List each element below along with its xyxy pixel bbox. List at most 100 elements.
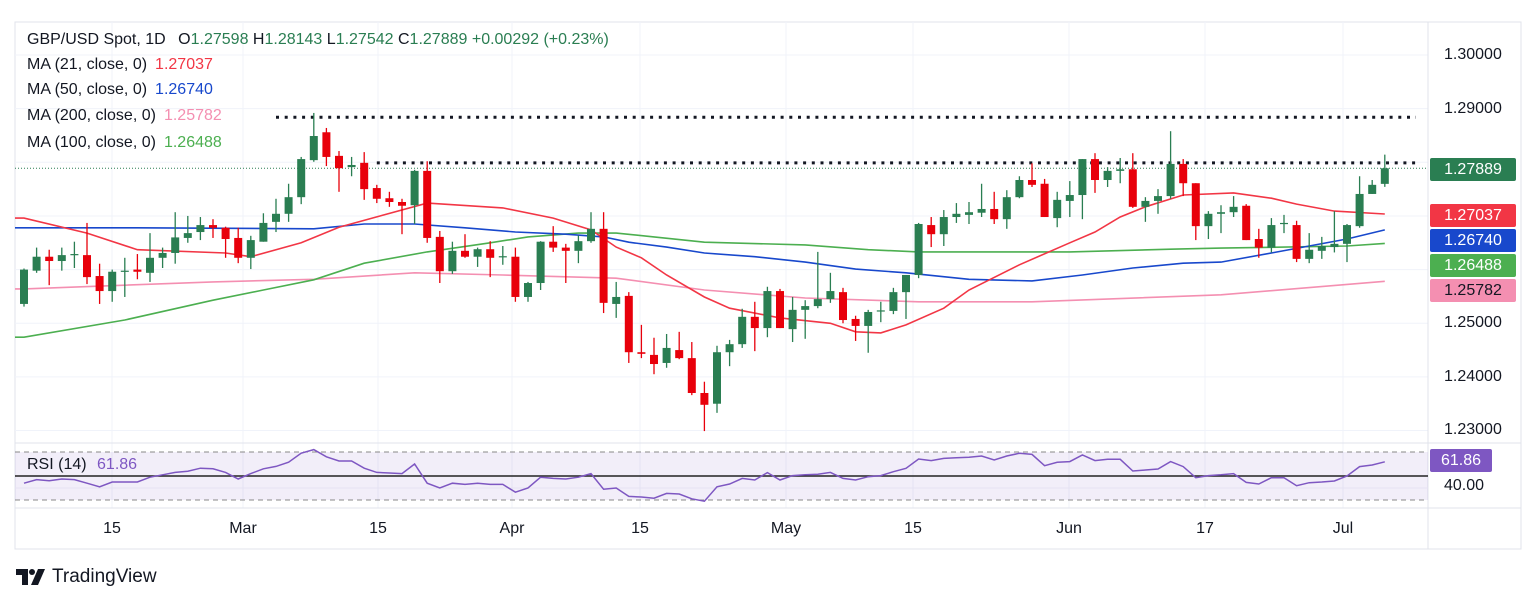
change-value: +0.00292 (+0.23%) bbox=[471, 31, 609, 48]
price-tick: 1.30000 bbox=[1444, 46, 1502, 63]
candle-body-up bbox=[1317, 245, 1326, 251]
candle-body-up bbox=[196, 225, 205, 233]
candle-body-up bbox=[448, 250, 457, 272]
candle-body-down bbox=[209, 225, 217, 228]
candle-body-up bbox=[813, 299, 822, 307]
candle-body-up bbox=[1380, 168, 1389, 184]
candle-body-up bbox=[309, 136, 318, 161]
candles bbox=[20, 112, 1389, 432]
candle-body-up bbox=[410, 170, 419, 206]
high-value: 1.28143 bbox=[264, 31, 323, 48]
ma50-legend[interactable]: MA (50, close, 0) 1.26740 bbox=[27, 80, 213, 100]
time-tick: 15 bbox=[631, 520, 649, 537]
candle-body-down bbox=[839, 292, 847, 321]
candle-body-up bbox=[902, 274, 910, 293]
candle-body-down bbox=[360, 162, 369, 190]
close-label: C bbox=[397, 31, 410, 48]
candle-body-up bbox=[662, 347, 671, 363]
candle-body-down bbox=[398, 202, 406, 206]
rsi-label: RSI (14) bbox=[27, 456, 87, 473]
candle-body-up bbox=[1204, 213, 1213, 227]
candle-body-up bbox=[1217, 212, 1225, 214]
open-label: O bbox=[178, 31, 191, 48]
ma200-label: MA (200, close, 0) bbox=[27, 107, 156, 124]
candle-body-down bbox=[675, 350, 684, 359]
candle-body-up bbox=[32, 256, 41, 271]
time-tick: Apr bbox=[499, 520, 525, 537]
candle-body-down bbox=[851, 318, 860, 326]
time-tick: Jun bbox=[1056, 520, 1082, 537]
candle-body-up bbox=[1002, 197, 1011, 220]
candle-body-down bbox=[650, 354, 658, 365]
candle-body-down bbox=[776, 291, 784, 329]
rsi-value-tag: 61.86 bbox=[1430, 449, 1492, 472]
candle-body-down bbox=[927, 225, 936, 235]
candle-body-up bbox=[876, 310, 885, 312]
ma50-label: MA (50, close, 0) bbox=[27, 81, 148, 98]
candle-body-down bbox=[1091, 159, 1099, 181]
ma21-label: MA (21, close, 0) bbox=[27, 56, 148, 73]
time-tick: Jul bbox=[1332, 520, 1354, 537]
candle-body-up bbox=[347, 164, 356, 168]
candle-body-up bbox=[1305, 249, 1314, 259]
ma200-legend[interactable]: MA (200, close, 0) 1.25782 bbox=[27, 106, 222, 126]
ma200-price-tag: 1.25782 bbox=[1430, 279, 1516, 302]
candle-body-up bbox=[297, 159, 306, 198]
candle-body-down bbox=[335, 155, 343, 169]
ma100-legend[interactable]: MA (100, close, 0) 1.26488 bbox=[27, 133, 222, 153]
time-tick: 15 bbox=[103, 520, 121, 537]
candle-body-down bbox=[133, 269, 142, 272]
candle-body-down bbox=[95, 276, 104, 292]
candle-body-up bbox=[1368, 184, 1377, 194]
rsi-legend[interactable]: RSI (14) 61.86 bbox=[27, 456, 137, 474]
ma100-label: MA (100, close, 0) bbox=[27, 134, 156, 151]
candle-body-up bbox=[183, 233, 192, 238]
candle-body-up bbox=[1141, 200, 1150, 207]
ma21-value: 1.27037 bbox=[155, 56, 213, 73]
candle-body-down bbox=[423, 170, 432, 238]
low-label: L bbox=[326, 31, 336, 48]
candle-body-down bbox=[511, 256, 520, 297]
tradingview-logo[interactable]: TradingView bbox=[16, 566, 157, 588]
candle-body-down bbox=[750, 316, 759, 329]
candle-body-up bbox=[738, 316, 747, 345]
candle-body-down bbox=[1292, 225, 1301, 259]
candle-body-down bbox=[624, 295, 633, 353]
ma100-line bbox=[15, 232, 1385, 339]
candle-body-up bbox=[914, 223, 923, 275]
ma21-legend[interactable]: MA (21, close, 0) 1.27037 bbox=[27, 55, 213, 75]
candle-body-down bbox=[1191, 183, 1200, 227]
symbol-title[interactable]: GBP/USD Spot, 1D bbox=[27, 31, 166, 48]
candle-body-up bbox=[284, 197, 293, 214]
rsi-line bbox=[23, 448, 1385, 503]
candle-body-down bbox=[486, 249, 495, 258]
candle-body-up bbox=[20, 269, 28, 304]
candle-body-up bbox=[146, 257, 154, 273]
candle-body-up bbox=[1078, 159, 1087, 196]
candle-body-down bbox=[45, 256, 54, 262]
brand-name: TradingView bbox=[52, 566, 157, 587]
candle-body-up bbox=[536, 241, 545, 284]
high-label: H bbox=[252, 31, 265, 48]
candle-body-up bbox=[1343, 225, 1351, 244]
grid bbox=[15, 22, 1521, 549]
open-value: 1.27598 bbox=[190, 31, 249, 48]
chart-frame bbox=[14, 21, 1522, 550]
moving-averages bbox=[15, 192, 1385, 339]
candle-body-up bbox=[158, 252, 167, 258]
candle-body-up bbox=[259, 222, 268, 242]
ma200-line bbox=[15, 271, 1385, 303]
price-tick: 1.24000 bbox=[1444, 368, 1502, 385]
candle-body-down bbox=[990, 208, 999, 220]
candle-body-up bbox=[1166, 163, 1175, 197]
symbol-legend: GBP/USD Spot, 1D O1.27598 H1.28143 L 1.27… bbox=[27, 30, 609, 50]
close-value: 1.27889 bbox=[409, 31, 468, 48]
candle-body-down bbox=[637, 352, 646, 354]
candle-body-up bbox=[1015, 180, 1024, 198]
candle-body-up bbox=[612, 296, 621, 304]
candle-body-up bbox=[889, 292, 898, 311]
horizontal-levels bbox=[15, 115, 1428, 169]
candle-body-down bbox=[1128, 169, 1137, 207]
candle-body-up bbox=[713, 352, 721, 404]
